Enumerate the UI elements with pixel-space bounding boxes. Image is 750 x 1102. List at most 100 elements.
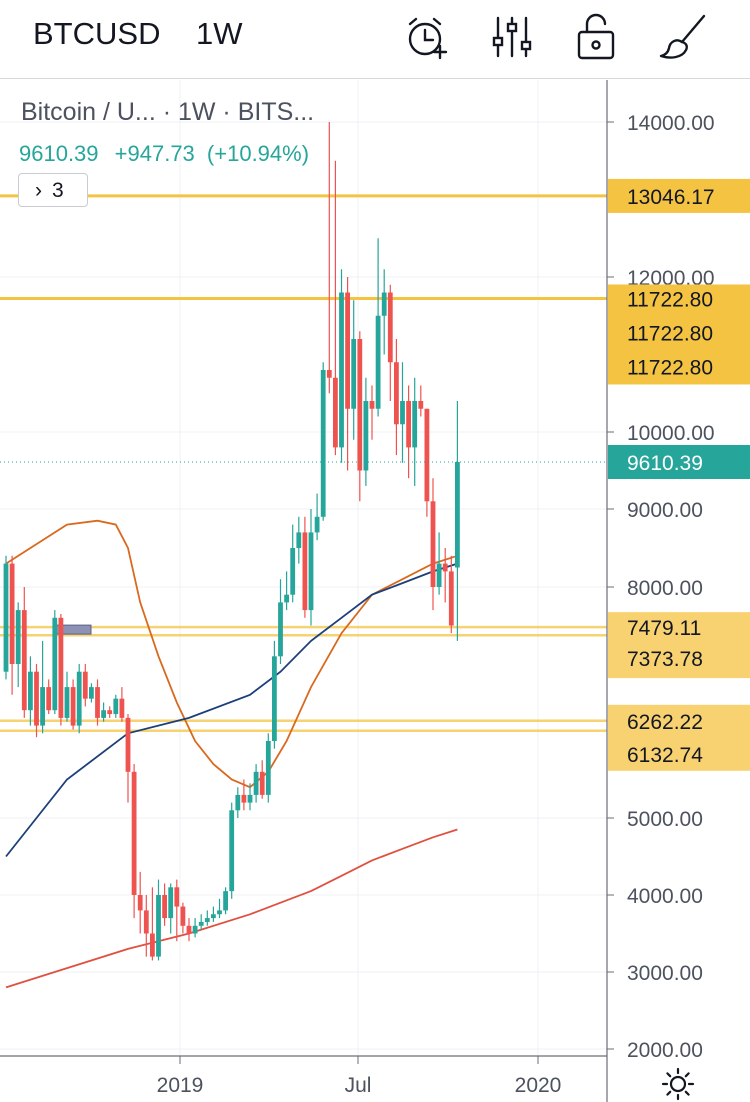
candle bbox=[284, 571, 289, 611]
candle-body bbox=[113, 698, 119, 715]
interval-selector[interactable]: 1W bbox=[196, 16, 243, 51]
candle-body bbox=[168, 887, 174, 919]
y-tick-label: 10000.00 bbox=[627, 422, 715, 445]
candle-body bbox=[296, 532, 302, 548]
legend-last: 9610.39 bbox=[19, 141, 99, 166]
candle-body bbox=[229, 810, 235, 892]
candle-body bbox=[143, 910, 149, 934]
candle bbox=[308, 509, 314, 626]
candle-body bbox=[15, 610, 21, 664]
candle-body bbox=[326, 370, 332, 378]
indicators-icon[interactable] bbox=[488, 12, 538, 62]
candle bbox=[3, 555, 9, 680]
candle-body bbox=[253, 771, 259, 795]
candle-body bbox=[333, 377, 338, 448]
candle-body bbox=[34, 671, 39, 726]
candle bbox=[28, 656, 33, 726]
candle-body bbox=[70, 687, 76, 726]
alarm-add-icon[interactable] bbox=[402, 12, 452, 62]
candle-body bbox=[204, 918, 210, 922]
candle-body bbox=[3, 563, 9, 672]
indicator-count: 3 bbox=[52, 179, 64, 202]
level-badge-label: 7373.78 bbox=[627, 648, 703, 671]
candle-body bbox=[107, 710, 113, 715]
candle-body bbox=[357, 339, 363, 471]
indicators-collapse-button[interactable]: › 3 bbox=[18, 173, 88, 207]
horizontal-levels bbox=[0, 194, 607, 733]
candle-body bbox=[369, 401, 375, 409]
candle-body bbox=[455, 461, 460, 568]
candle bbox=[424, 408, 430, 517]
candle bbox=[339, 269, 344, 463]
symbol-name[interactable]: BTCUSD bbox=[33, 16, 161, 51]
price-axis-bg bbox=[607, 80, 750, 1102]
gear-icon[interactable] bbox=[660, 1066, 696, 1102]
candle bbox=[89, 683, 94, 703]
candle-body bbox=[339, 292, 344, 448]
candle-body bbox=[131, 771, 137, 895]
candle bbox=[265, 733, 271, 803]
chevron-right-icon: › bbox=[35, 179, 42, 202]
candle bbox=[168, 883, 174, 934]
candle bbox=[156, 879, 161, 961]
candle bbox=[119, 687, 125, 722]
candle-body bbox=[259, 771, 265, 795]
candle bbox=[180, 902, 186, 934]
candle bbox=[314, 493, 320, 541]
candle-body bbox=[162, 895, 167, 919]
candle bbox=[296, 516, 302, 564]
candle-body bbox=[192, 925, 198, 934]
candle-body bbox=[394, 362, 399, 425]
level-badge-label: 13046.17 bbox=[627, 186, 715, 209]
candle-body bbox=[174, 887, 180, 907]
candle bbox=[259, 760, 265, 799]
candle bbox=[369, 385, 375, 440]
candle-body bbox=[381, 292, 387, 316]
candle bbox=[125, 714, 131, 803]
candle-body bbox=[101, 710, 106, 718]
candle-body bbox=[424, 408, 430, 502]
level-badge-group-bg bbox=[608, 284, 750, 385]
candle-body bbox=[247, 794, 253, 803]
candle bbox=[418, 385, 424, 417]
candle bbox=[430, 478, 436, 611]
candle-body bbox=[211, 914, 216, 919]
candle bbox=[436, 532, 442, 595]
candle-body bbox=[76, 671, 82, 726]
candle-body bbox=[345, 292, 350, 409]
candle-body bbox=[308, 532, 314, 611]
candle-body bbox=[150, 933, 155, 957]
candle bbox=[351, 300, 357, 440]
candle-body bbox=[375, 315, 381, 409]
y-tick-label: 12000.00 bbox=[627, 267, 715, 290]
candle bbox=[217, 898, 222, 919]
level-badge-label: 7479.11 bbox=[627, 617, 701, 640]
candle-body bbox=[278, 602, 283, 657]
lock-icon[interactable] bbox=[572, 12, 622, 62]
candle-body bbox=[9, 563, 15, 664]
candle-body bbox=[290, 548, 296, 595]
candle bbox=[406, 385, 411, 479]
candle bbox=[253, 764, 259, 803]
candle bbox=[34, 664, 39, 738]
candle-body bbox=[412, 401, 418, 448]
candle bbox=[375, 238, 381, 417]
price-chart[interactable]: 14000.00 12000.00 10000.00 9000.00 8000.00 50… bbox=[0, 79, 750, 1102]
y-tick-label: 8000.00 bbox=[627, 577, 703, 600]
candle-body bbox=[223, 891, 228, 911]
ma-red-line bbox=[5, 828, 458, 989]
moving-averages bbox=[5, 519, 458, 989]
candle-body bbox=[406, 401, 411, 448]
level-badge-label: 11722.80 bbox=[627, 288, 713, 311]
candle bbox=[58, 613, 64, 726]
last-price-badge-label: 9610.39 bbox=[627, 452, 703, 475]
candle bbox=[95, 679, 100, 726]
brush-icon[interactable] bbox=[658, 12, 708, 62]
candle bbox=[272, 640, 277, 749]
level-badge-label: 6262.22 bbox=[627, 711, 703, 734]
legend-values: 9610.39 +947.73 (+10.94%) bbox=[19, 141, 309, 167]
candle bbox=[107, 706, 113, 718]
chart-grid bbox=[0, 80, 607, 1056]
candle bbox=[290, 524, 296, 603]
y-tick-label: 9000.00 bbox=[627, 499, 703, 522]
